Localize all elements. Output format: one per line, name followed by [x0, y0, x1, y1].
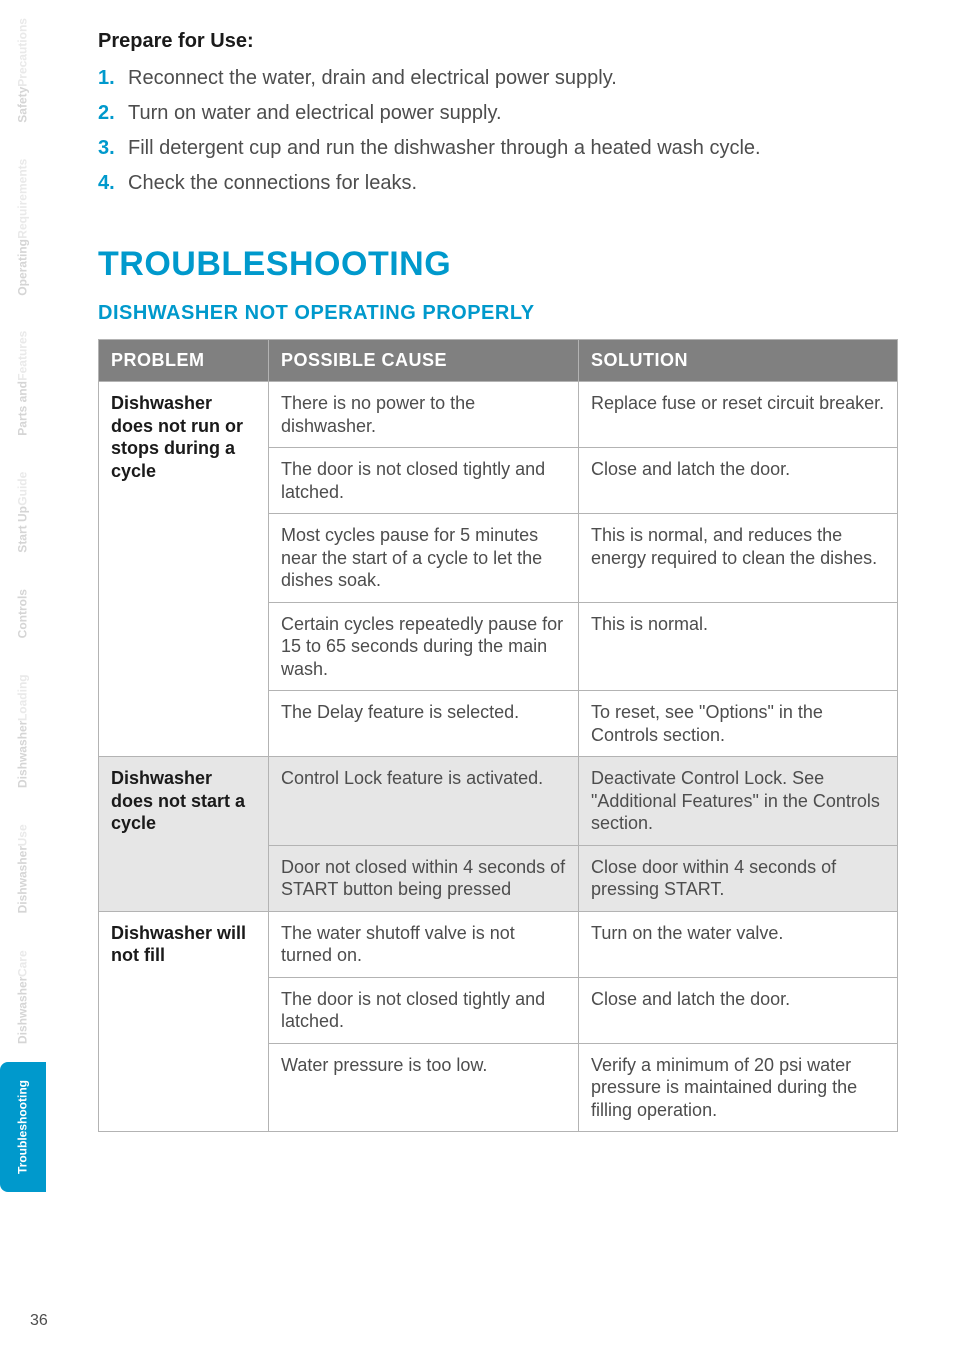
- page-content: Prepare for Use: 1.Reconnect the water, …: [98, 30, 898, 1132]
- step-number: 3.: [98, 135, 128, 162]
- sidebar-tab[interactable]: OperatingRequirements: [0, 141, 46, 314]
- sidebar-tab[interactable]: DishwasherCare: [0, 932, 46, 1062]
- solution-cell: To reset, see "Options" in the Controls …: [579, 691, 898, 757]
- cause-cell: The door is not closed tightly and latch…: [269, 977, 579, 1043]
- problem-cell: Dishwasher does not start a cycle: [99, 757, 269, 912]
- table-row: Dishwasher will not fillThe water shutof…: [99, 911, 898, 977]
- step-text: Fill detergent cup and run the dishwashe…: [128, 135, 898, 162]
- prepare-step: 4.Check the connections for leaks.: [98, 170, 898, 197]
- sidebar-tab-line2: Guide: [16, 472, 31, 506]
- solution-cell: Turn on the water valve.: [579, 911, 898, 977]
- step-text: Reconnect the water, drain and electrica…: [128, 65, 898, 92]
- troubleshooting-subheading: DISHWASHER NOT OPERATING PROPERLY: [98, 302, 898, 325]
- cause-cell: The Delay feature is selected.: [269, 691, 579, 757]
- sidebar-nav: SafetyPrecautionsOperatingRequirementsPa…: [0, 0, 46, 1354]
- problem-cell: Dishwasher will not fill: [99, 911, 269, 1132]
- sidebar-tab[interactable]: Controls: [0, 571, 46, 656]
- solution-cell: Close and latch the door.: [579, 977, 898, 1043]
- cause-cell: The water shutoff valve is not turned on…: [269, 911, 579, 977]
- step-text: Check the connections for leaks.: [128, 170, 898, 197]
- step-number: 2.: [98, 100, 128, 127]
- cause-cell: The door is not closed tightly and latch…: [269, 448, 579, 514]
- cause-cell: Control Lock feature is activated.: [269, 757, 579, 846]
- page-number: 36: [30, 1312, 48, 1330]
- solution-cell: This is normal, and reduces the energy r…: [579, 514, 898, 603]
- sidebar-tab-line1: Controls: [16, 589, 31, 638]
- solution-cell: Deactivate Control Lock. See "Additional…: [579, 757, 898, 846]
- sidebar-tab-line1: Start Up: [16, 506, 31, 553]
- col-header-solution: SOLUTION: [579, 340, 898, 382]
- sidebar-tab-line2: Care: [16, 950, 31, 977]
- solution-cell: Verify a minimum of 20 psi water pressur…: [579, 1043, 898, 1132]
- solution-cell: Replace fuse or reset circuit breaker.: [579, 382, 898, 448]
- cause-cell: There is no power to the dishwasher.: [269, 382, 579, 448]
- sidebar-tab-line1: Dishwasher: [16, 976, 31, 1043]
- sidebar-tab-line2: Loading: [16, 674, 31, 721]
- table-row: Dishwasher does not start a cycleControl…: [99, 757, 898, 846]
- cause-cell: Most cycles pause for 5 minutes near the…: [269, 514, 579, 603]
- sidebar-tab-line1: Dishwasher: [16, 721, 31, 788]
- step-number: 1.: [98, 65, 128, 92]
- prepare-step: 2.Turn on water and electrical power sup…: [98, 100, 898, 127]
- troubleshooting-heading: TROUBLESHOOTING: [98, 245, 898, 284]
- cause-cell: Water pressure is too low.: [269, 1043, 579, 1132]
- sidebar-tab[interactable]: SafetyPrecautions: [0, 0, 46, 141]
- prepare-steps: 1.Reconnect the water, drain and electri…: [98, 65, 898, 197]
- sidebar-tab-line2: Features: [16, 331, 31, 381]
- sidebar-tab[interactable]: Parts andFeatures: [0, 313, 46, 454]
- cause-cell: Certain cycles repeatedly pause for 15 t…: [269, 602, 579, 691]
- table-row: Dishwasher does not run or stops during …: [99, 382, 898, 448]
- sidebar-tab-line2: Requirements: [16, 159, 31, 239]
- sidebar-tab-line2: Precautions: [16, 18, 31, 87]
- solution-cell: This is normal.: [579, 602, 898, 691]
- sidebar-tab-line1: Dishwasher: [16, 846, 31, 913]
- solution-cell: Close and latch the door.: [579, 448, 898, 514]
- col-header-cause: POSSIBLE CAUSE: [269, 340, 579, 382]
- troubleshooting-table: PROBLEM POSSIBLE CAUSE SOLUTION Dishwash…: [98, 339, 898, 1132]
- step-number: 4.: [98, 170, 128, 197]
- sidebar-tab-line1: Parts and: [16, 381, 31, 436]
- sidebar-tab-line1: Troubleshooting: [16, 1080, 31, 1174]
- prepare-step: 3.Fill detergent cup and run the dishwas…: [98, 135, 898, 162]
- table-header-row: PROBLEM POSSIBLE CAUSE SOLUTION: [99, 340, 898, 382]
- prepare-step: 1.Reconnect the water, drain and electri…: [98, 65, 898, 92]
- sidebar-tab[interactable]: DishwasherUse: [0, 806, 46, 931]
- problem-cell: Dishwasher does not run or stops during …: [99, 382, 269, 757]
- col-header-problem: PROBLEM: [99, 340, 269, 382]
- step-text: Turn on water and electrical power suppl…: [128, 100, 898, 127]
- sidebar-tab-line2: Use: [16, 824, 31, 846]
- cause-cell: Door not closed within 4 seconds of STAR…: [269, 845, 579, 911]
- sidebar-tab[interactable]: Start UpGuide: [0, 454, 46, 571]
- sidebar-tab-line1: Operating: [16, 239, 31, 296]
- sidebar-tab-line1: Safety: [16, 87, 31, 123]
- sidebar-tab[interactable]: Troubleshooting: [0, 1062, 46, 1192]
- sidebar-tab[interactable]: DishwasherLoading: [0, 656, 46, 806]
- solution-cell: Close door within 4 seconds of pressing …: [579, 845, 898, 911]
- prepare-heading: Prepare for Use:: [98, 30, 898, 53]
